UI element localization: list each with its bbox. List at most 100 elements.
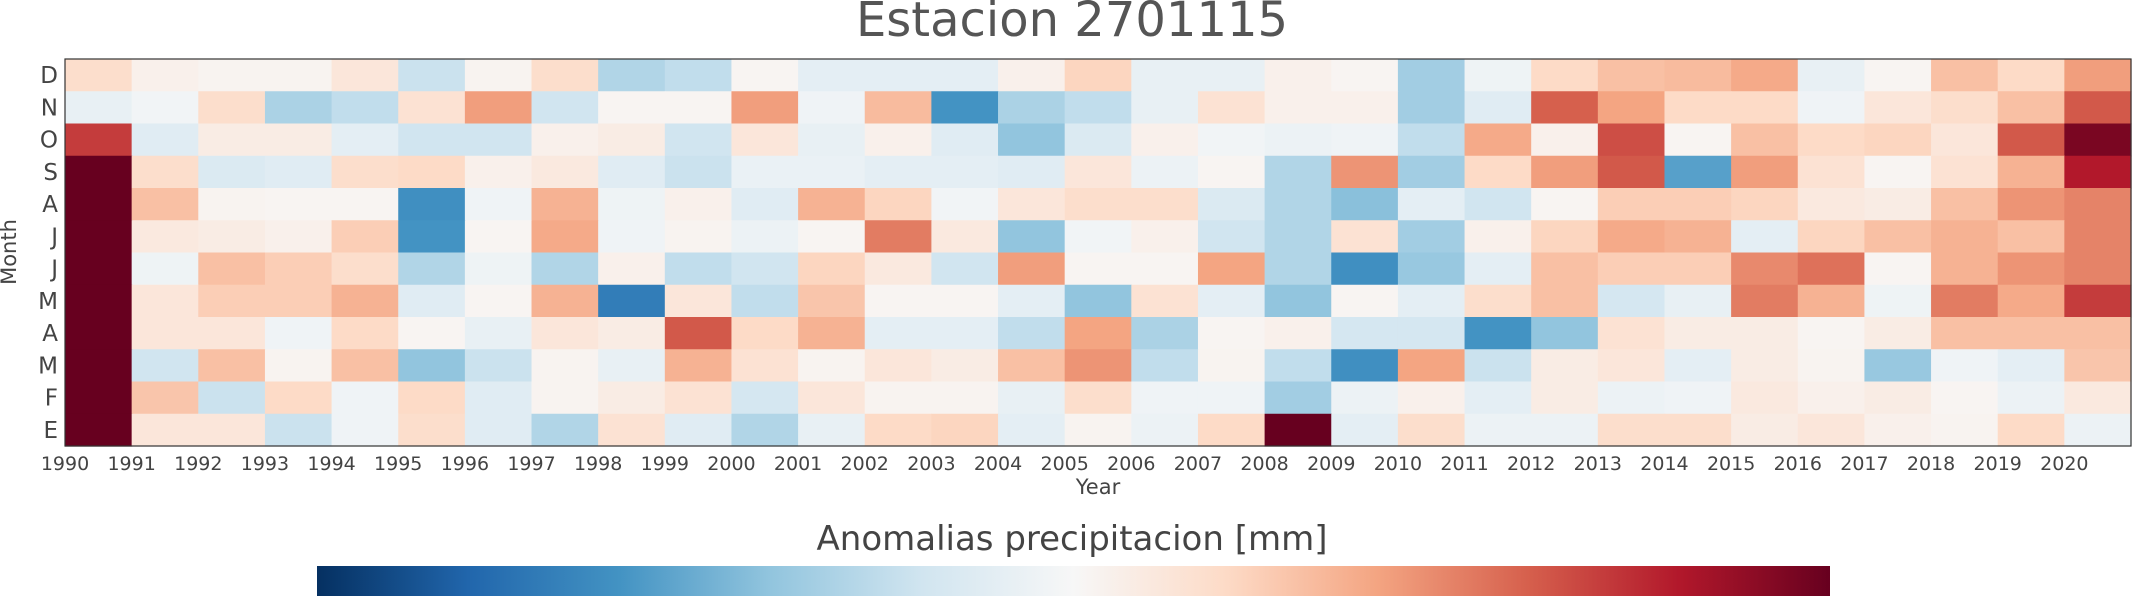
heatmap-cell [264,317,333,350]
heatmap-cell [864,381,932,415]
heatmap-cell [1731,91,1799,125]
heatmap-cell [1997,284,2065,318]
heatmap-cell [1331,188,1399,221]
x-tick-label: 2005 [1041,453,1089,475]
heatmap-cell [864,349,932,383]
heatmap-cell [1197,220,1266,254]
x-tick-label: 2008 [1240,453,1288,475]
y-axis-label: Month [0,219,21,285]
heatmap-cell [1931,123,1999,157]
heatmap-cell [798,317,866,350]
heatmap-cell [1131,317,1199,350]
heatmap-cell [1731,123,1799,157]
heatmap-cell [598,155,666,189]
heatmap-cell [1197,381,1266,415]
heatmap-cell [331,413,399,447]
heatmap-cell [598,413,666,447]
heatmap-cell [1864,349,1932,383]
heatmap-cell [531,220,599,254]
heatmap-cell [1864,252,1932,286]
heatmap-cell [1331,284,1399,318]
heatmap-cell [531,123,599,157]
heatmap-cell [1331,59,1399,92]
heatmap-cell [331,220,399,254]
heatmap-cell [398,220,466,254]
heatmap-cell [598,188,666,221]
heatmap-cell [1664,381,1732,415]
heatmap-cell [864,413,932,447]
heatmap-cell [1264,413,1332,447]
heatmap-cell [1464,413,1532,447]
heatmap-cell [1197,349,1266,383]
heatmap-cell [1464,91,1532,125]
heatmap-cell [598,123,666,157]
heatmap-cell [864,220,932,254]
heatmap-cell [598,284,666,318]
heatmap-cell [1931,284,1999,318]
heatmap-cell [798,252,866,286]
heatmap-cell [331,91,399,125]
heatmap-cell [1397,220,1466,254]
heatmap-cell [1864,284,1932,318]
heatmap-cell [198,284,266,318]
heatmap-cell [1997,413,2065,447]
heatmap-cell [1064,284,1132,318]
heatmap-cell [65,349,133,383]
heatmap-cell [1131,381,1199,415]
y-tick-label: E [43,418,58,444]
heatmap-cell [1397,91,1466,125]
heatmap-cell [731,123,799,157]
heatmap-cell [1864,317,1932,350]
heatmap-cell [1731,284,1799,318]
heatmap-cell [65,155,133,189]
heatmap-cell [1731,220,1799,254]
heatmap-cell [998,349,1066,383]
heatmap-cell [198,252,266,286]
heatmap-cell [1731,252,1799,286]
heatmap-cell [1797,123,1866,157]
heatmap-cell [1131,91,1199,125]
heatmap-cell [65,123,133,157]
heatmap-cell [1797,155,1866,189]
heatmap-cell [65,381,133,415]
heatmap-cell [1464,188,1532,221]
heatmap-cell [1997,91,2065,125]
heatmap-cell [1797,349,1866,383]
heatmap-cell [1197,284,1266,318]
heatmap-cell [1664,59,1732,92]
heatmap-cell [198,413,266,447]
heatmap-cell [264,413,333,447]
heatmap-cell [464,59,533,92]
heatmap-cell [398,317,466,350]
heatmap-cell [1464,252,1532,286]
x-tick-label: 2013 [1574,453,1622,475]
heatmap-cell [464,91,533,125]
heatmap-cell [1397,317,1466,350]
heatmap-cell [1264,349,1332,383]
heatmap-cell [1531,349,1599,383]
colorbar-label: Anomalias precipitacion [mm] [817,519,1328,559]
heatmap-cell [1597,413,1666,447]
heatmap-cell [531,349,599,383]
heatmap-cell [864,155,932,189]
heatmap-cell [1531,188,1599,221]
x-tick-label: 2003 [907,453,955,475]
x-tick-label: 1996 [441,453,489,475]
heatmap-cell [464,284,533,318]
heatmap-cell [1597,252,1666,286]
heatmap-cell [664,252,733,286]
heatmap-cell [1797,317,1866,350]
heatmap-cell [598,59,666,92]
y-tick-label: M [38,289,58,315]
heatmap-cell [1331,317,1399,350]
heatmap-cell [1664,123,1732,157]
x-tick-label: 2006 [1107,453,1155,475]
heatmap-cell [1797,381,1866,415]
heatmap-cell [2064,413,2132,447]
heatmap-cell [931,317,999,350]
heatmap-cell [1531,413,1599,447]
heatmap-cell [198,91,266,125]
heatmap-cell [1731,413,1799,447]
